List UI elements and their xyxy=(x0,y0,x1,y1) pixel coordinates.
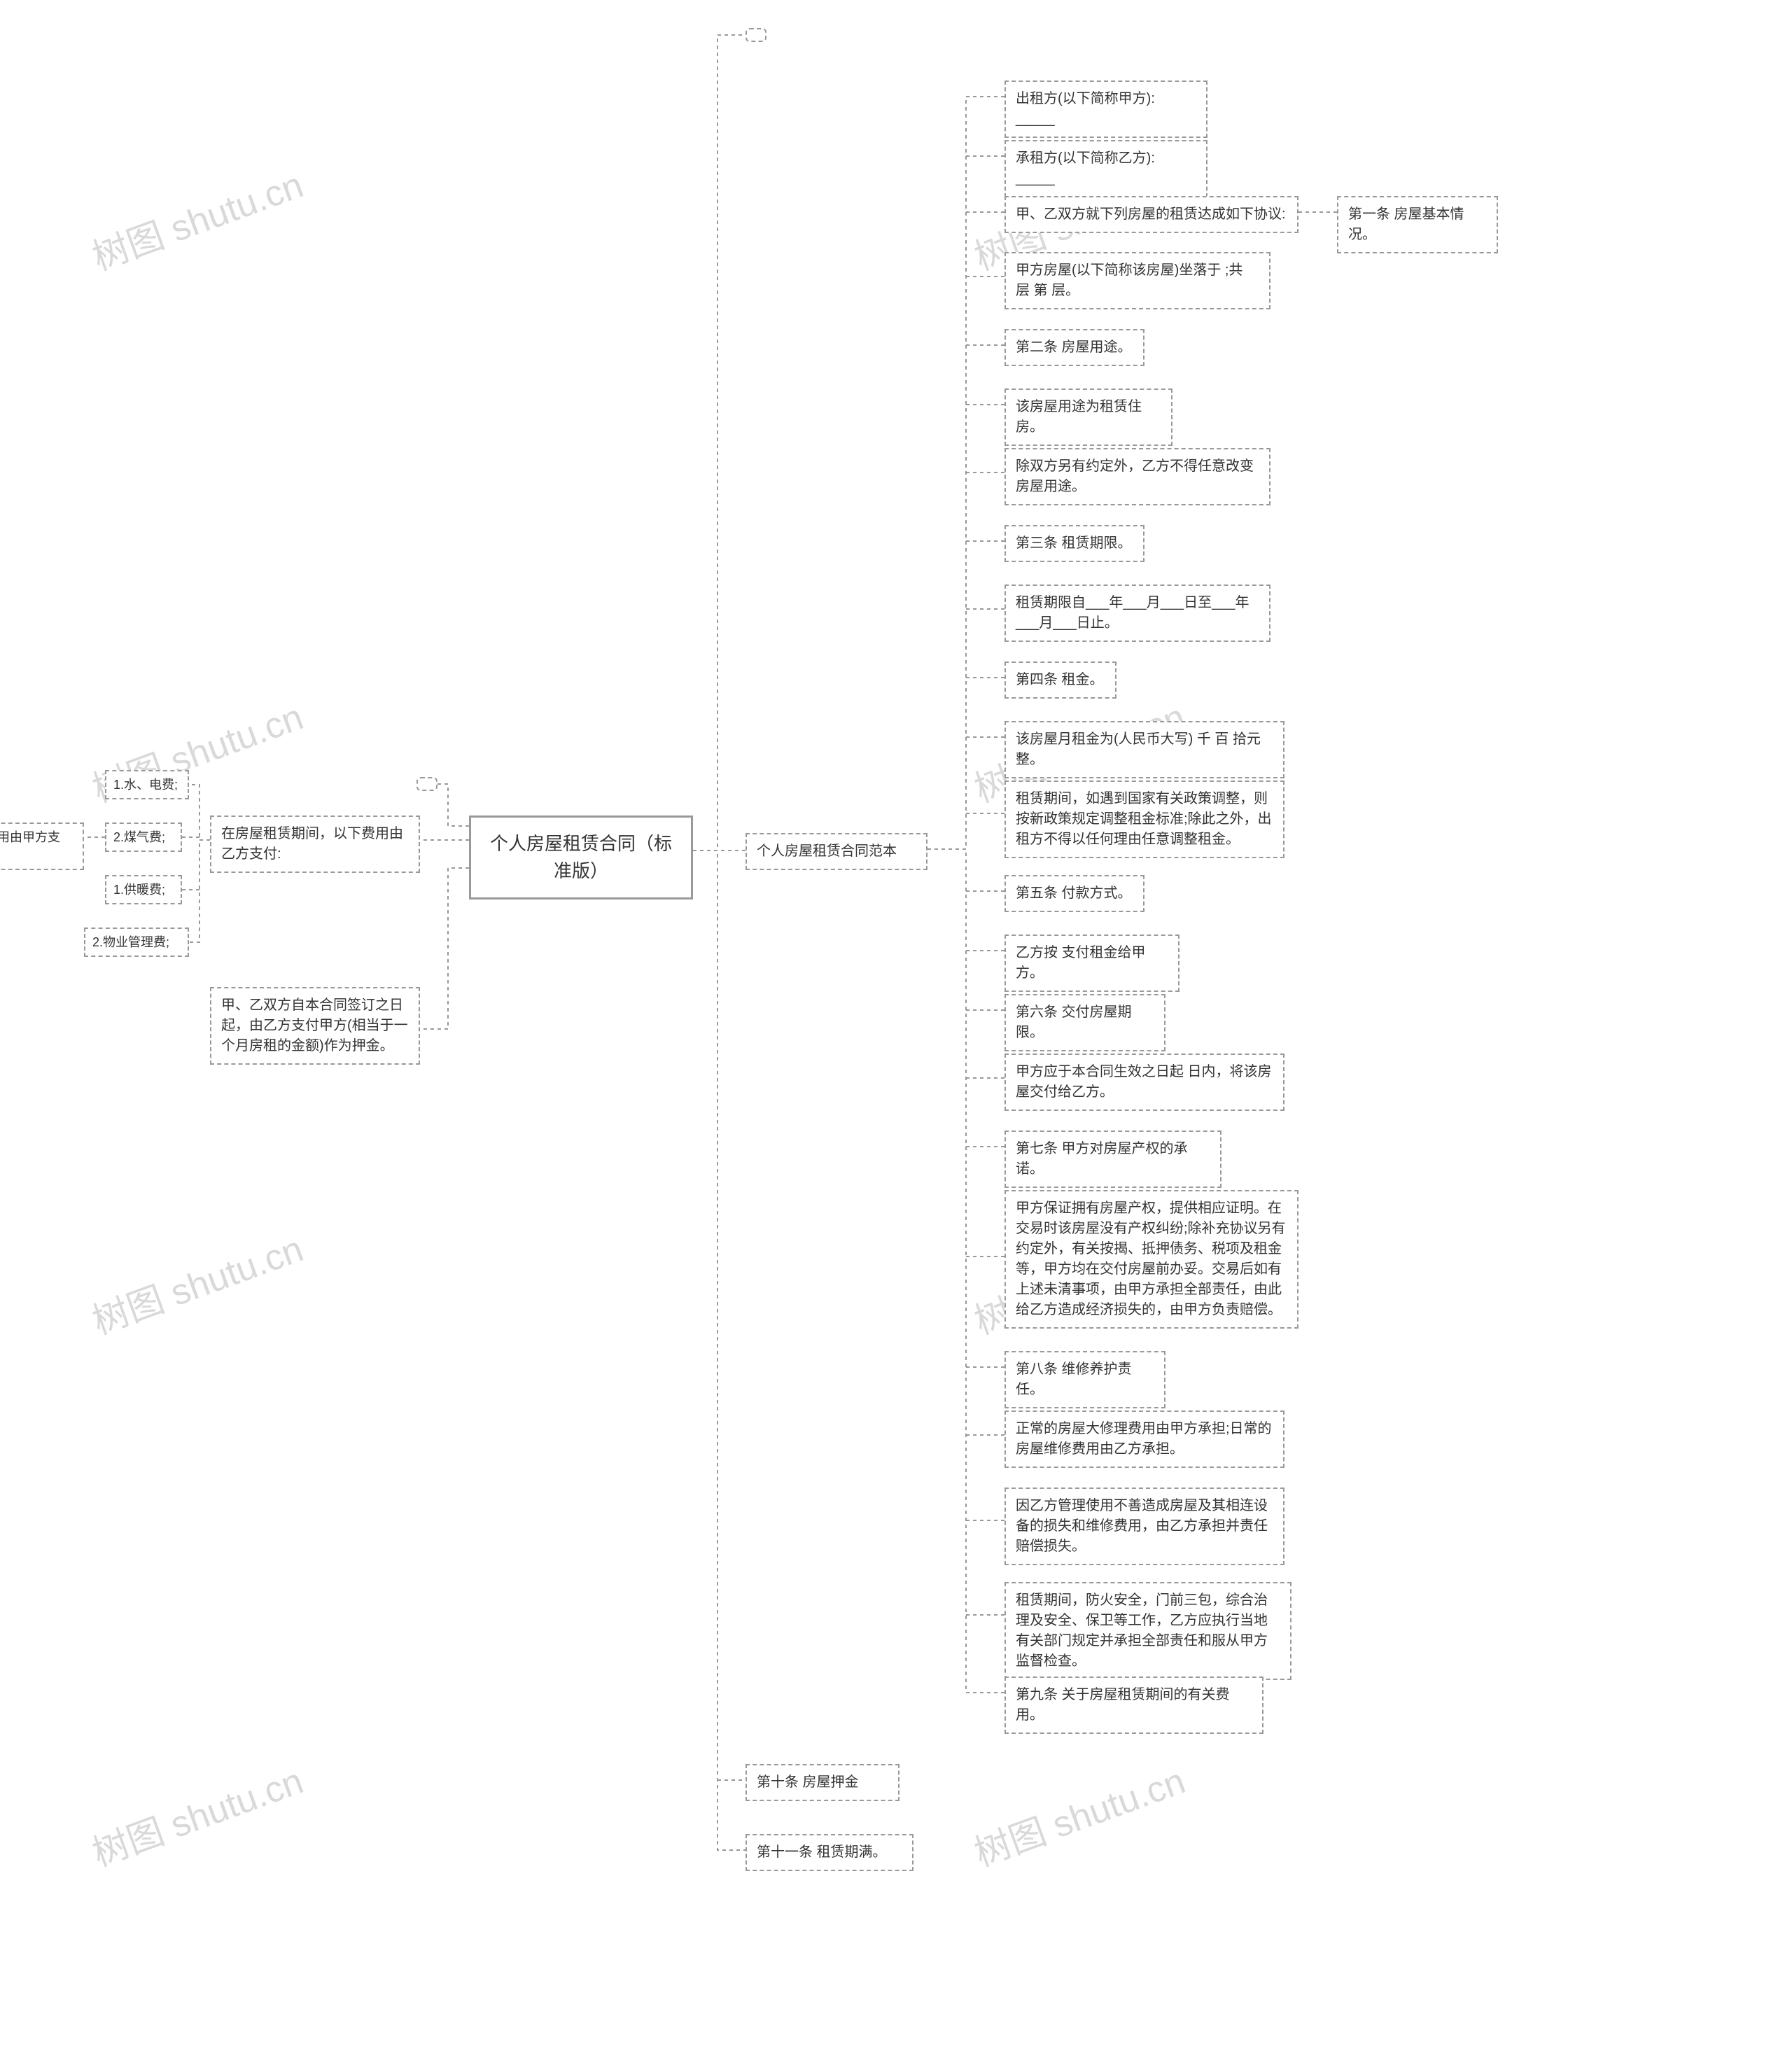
node-l1-gc1: 1.水、电费; xyxy=(105,770,189,799)
node-r3-child: 第一条 房屋基本情况。 xyxy=(1337,196,1498,253)
node-r6: 该房屋用途为租赁住房。 xyxy=(1004,388,1172,446)
node-r20: 正常的房屋大修理费用由甲方承担;日常的房屋维修费用由乙方承担。 xyxy=(1004,1410,1284,1468)
node-r16: 甲方应于本合同生效之日起 日内，将该房屋交付给乙方。 xyxy=(1004,1054,1284,1111)
node-r8: 第三条 租赁期限。 xyxy=(1004,525,1144,562)
node-r4: 甲方房屋(以下简称该房屋)坐落于 ;共 层 第 层。 xyxy=(1004,252,1270,309)
node-l1-gc4: 2.物业管理费; xyxy=(84,927,189,957)
watermark: 树图 shutu.cn xyxy=(84,1219,309,1344)
node-r21: 因乙方管理使用不善造成房屋及其相连设备的损失和维修费用，由乙方承担并责任赔偿损失… xyxy=(1004,1488,1284,1565)
empty-node-left xyxy=(416,777,438,791)
node-r12: 租赁期间，如遇到国家有关政策调整，则按新政策规定调整租金标准;除此之外，出租方不… xyxy=(1004,780,1284,858)
node-r18: 甲方保证拥有房屋产权，提供相应证明。在交易时该房屋没有产权纠纷;除补充协议另有约… xyxy=(1004,1190,1298,1329)
watermark: 树图 shutu.cn xyxy=(84,155,309,280)
node-l1-gc3: 1.供暖费; xyxy=(105,875,182,904)
node-r2: 承租方(以下简称乙方): _____ xyxy=(1004,140,1208,197)
node-r17: 第七条 甲方对房屋产权的承诺。 xyxy=(1004,1130,1222,1188)
watermark: 树图 shutu.cn xyxy=(966,1751,1191,1876)
node-l1-gc2: 2.煤气费; xyxy=(105,822,182,852)
node-r5: 第二条 房屋用途。 xyxy=(1004,329,1144,366)
node-e2: 第十一条 租赁期满。 xyxy=(746,1834,913,1871)
node-l1: 在房屋租赁期间，以下费用由乙方支付: xyxy=(210,816,420,873)
node-r7: 除双方另有约定外，乙方不得任意改变房屋用途。 xyxy=(1004,448,1270,505)
node-r14: 乙方按 支付租金给甲方。 xyxy=(1004,934,1180,992)
node-r15: 第六条 交付房屋期限。 xyxy=(1004,994,1166,1051)
branch-right-main: 个人房屋租赁合同范本 xyxy=(746,833,927,870)
root-node: 个人房屋租赁合同（标准版） xyxy=(469,816,693,899)
node-r9: 租赁期限自___年___月___日至___年___月___日止。 xyxy=(1004,584,1270,642)
node-r13: 第五条 付款方式。 xyxy=(1004,875,1144,912)
watermark: 树图 shutu.cn xyxy=(84,1751,309,1876)
node-e1: 第十条 房屋押金 xyxy=(746,1764,899,1801)
node-r1: 出租方(以下简称甲方): _____ xyxy=(1004,80,1208,138)
empty-node xyxy=(746,28,766,42)
node-r19: 第八条 维修养护责任。 xyxy=(1004,1351,1166,1408)
node-r11: 该房屋月租金为(人民币大写) 千 百 拾元整。 xyxy=(1004,721,1284,778)
node-r23: 第九条 关于房屋租赁期间的有关费用。 xyxy=(1004,1676,1264,1734)
node-r22: 租赁期间，防火安全，门前三包，综合治理及安全、保卫等工作，乙方应执行当地有关部门… xyxy=(1004,1582,1292,1680)
node-l1-ggc: 以下费用由甲方支付: xyxy=(0,822,84,870)
node-r10: 第四条 租金。 xyxy=(1004,662,1116,699)
node-l2: 甲、乙双方自本合同签订之日起，由乙方支付甲方(相当于一个月房租的金额)作为押金。 xyxy=(210,987,420,1065)
node-r3: 甲、乙双方就下列房屋的租赁达成如下协议: xyxy=(1004,196,1298,233)
